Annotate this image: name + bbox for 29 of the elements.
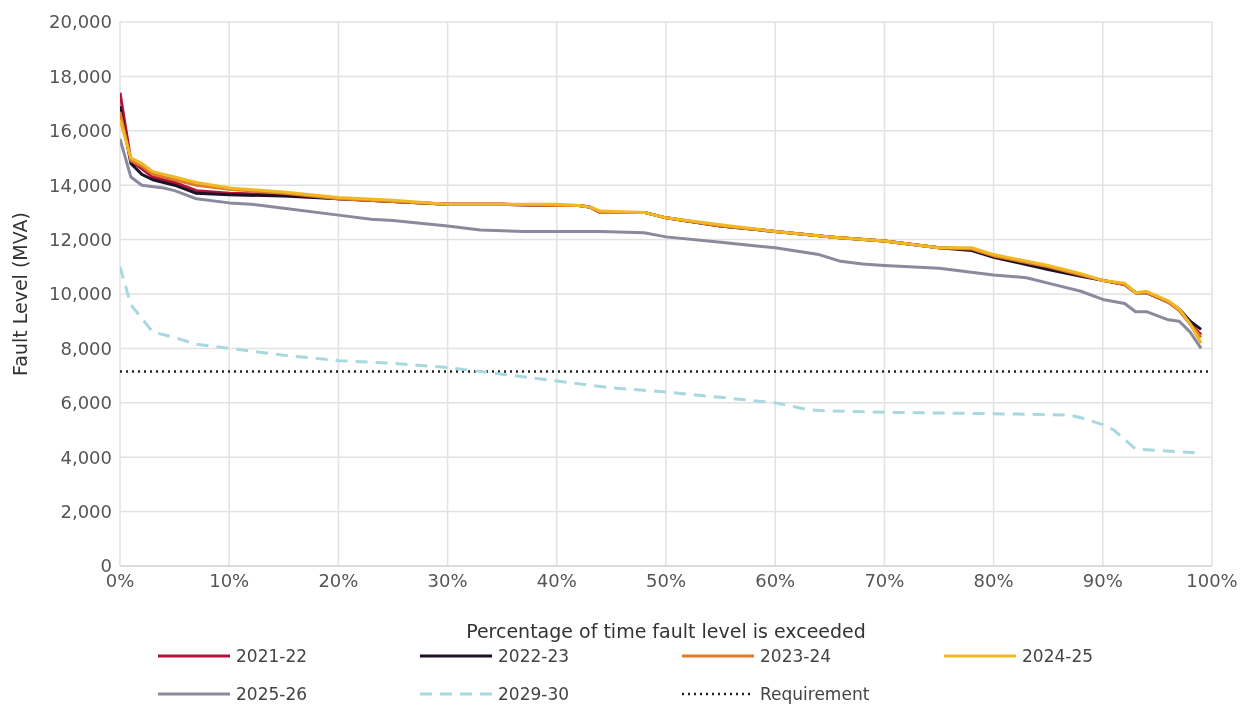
- legend-label: 2024-25: [1022, 646, 1094, 666]
- y-tick-label: 12,000: [49, 228, 112, 250]
- y-tick-label: 18,000: [49, 65, 112, 87]
- x-axis-title: Percentage of time fault level is exceeded: [466, 620, 866, 642]
- legend-label: 2022-23: [498, 646, 570, 666]
- y-tick-label: 2,000: [60, 500, 112, 522]
- x-tick-label: 60%: [755, 569, 796, 591]
- y-tick-label: 14,000: [49, 174, 112, 196]
- y-axis-title: Fault Level (MVA): [8, 212, 31, 376]
- y-tick-label: 16,000: [49, 120, 112, 142]
- x-tick-label: 80%: [973, 569, 1014, 591]
- y-tick-label: 10,000: [49, 283, 112, 305]
- y-tick-label: 8,000: [60, 337, 112, 359]
- x-tick-label: 100%: [1186, 569, 1238, 591]
- x-tick-label: 20%: [318, 569, 359, 591]
- legend-label: 2021-22: [236, 646, 308, 666]
- x-tick-label: 10%: [209, 569, 250, 591]
- x-tick-label: 40%: [536, 569, 577, 591]
- legend-label: 2025-26: [236, 684, 308, 704]
- legend-label: 2029-30: [498, 684, 570, 704]
- y-tick-label: 20,000: [49, 11, 112, 33]
- x-tick-label: 30%: [427, 569, 468, 591]
- x-tick-label: 50%: [645, 569, 687, 591]
- legend-label: 2023-24: [760, 646, 832, 666]
- y-tick-label: 6,000: [60, 392, 112, 414]
- legend-label: Requirement: [760, 684, 870, 704]
- x-tick-label: 70%: [864, 569, 905, 591]
- x-tick-label: 90%: [1082, 569, 1123, 591]
- y-tick-label: 4,000: [60, 446, 112, 468]
